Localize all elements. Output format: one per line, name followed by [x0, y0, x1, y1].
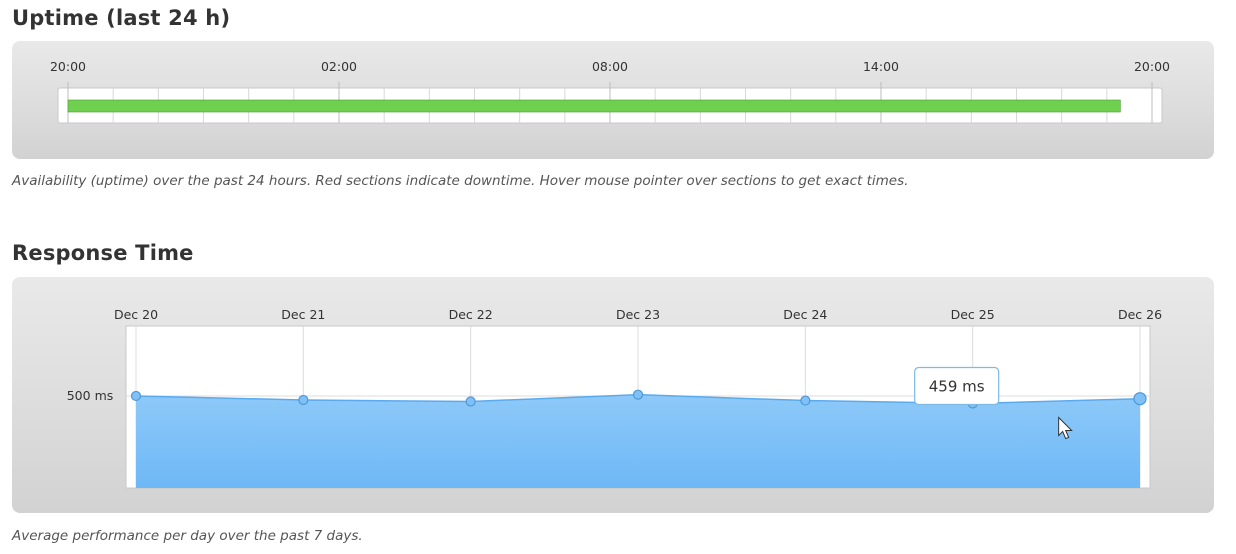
- response-points[interactable]: [130, 389, 1147, 409]
- uptime-tick-label: 02:00: [320, 59, 358, 74]
- uptime-segment-up[interactable]: [67, 99, 1121, 113]
- response-x-tick-label: Dec 22: [448, 307, 493, 322]
- response-time-chart: 459 ms: [125, 325, 1151, 489]
- response-x-tick-label: Dec 24: [783, 307, 828, 322]
- response-data-point[interactable]: [632, 389, 644, 400]
- response-x-tick-label: Dec 20: [113, 307, 159, 322]
- uptime-tick-label: 14:00: [862, 59, 900, 74]
- tooltip-text: 459 ms: [929, 378, 985, 396]
- response-x-tick-label: Dec 26: [1117, 307, 1163, 322]
- response-x-tick-label: Dec 23: [615, 307, 661, 322]
- uptime-tick-label: 20:00: [1133, 59, 1171, 74]
- tooltip-box: [914, 366, 1000, 406]
- uptime-segments[interactable]: [67, 99, 1121, 113]
- response-data-point[interactable]: [130, 390, 142, 402]
- response-data-point[interactable]: [1133, 392, 1147, 406]
- response-time-title: Response Time: [12, 241, 194, 265]
- response-y-tick-label: 500 ms: [66, 387, 114, 403]
- response-area: [136, 394, 1140, 488]
- uptime-title: Uptime (last 24 h): [12, 6, 231, 30]
- response-x-tick-label: Dec 21: [281, 307, 326, 322]
- uptime-tick-label: 08:00: [591, 59, 629, 74]
- uptime-chart-panel: 20:00 02:00 08:00 14:00 20:00: [12, 41, 1214, 159]
- response-x-tick-label: Dec 25: [950, 307, 995, 322]
- response-tooltip: 459 ms: [914, 366, 1000, 406]
- response-data-point[interactable]: [465, 396, 476, 407]
- uptime-chart: [57, 82, 1163, 124]
- uptime-tick-label: 20:00: [49, 59, 87, 74]
- response-data-point[interactable]: [298, 394, 309, 406]
- uptime-caption: Availability (uptime) over the past 24 h…: [12, 173, 909, 189]
- response-data-point[interactable]: [800, 395, 811, 406]
- response-time-caption: Average performance per day over the pas…: [12, 528, 363, 544]
- mouse-cursor-icon: [1058, 416, 1073, 440]
- response-time-chart-panel: Dec 20 Dec 21 Dec 22 Dec 23 Dec 24 Dec 25 Dec …: [12, 277, 1214, 513]
